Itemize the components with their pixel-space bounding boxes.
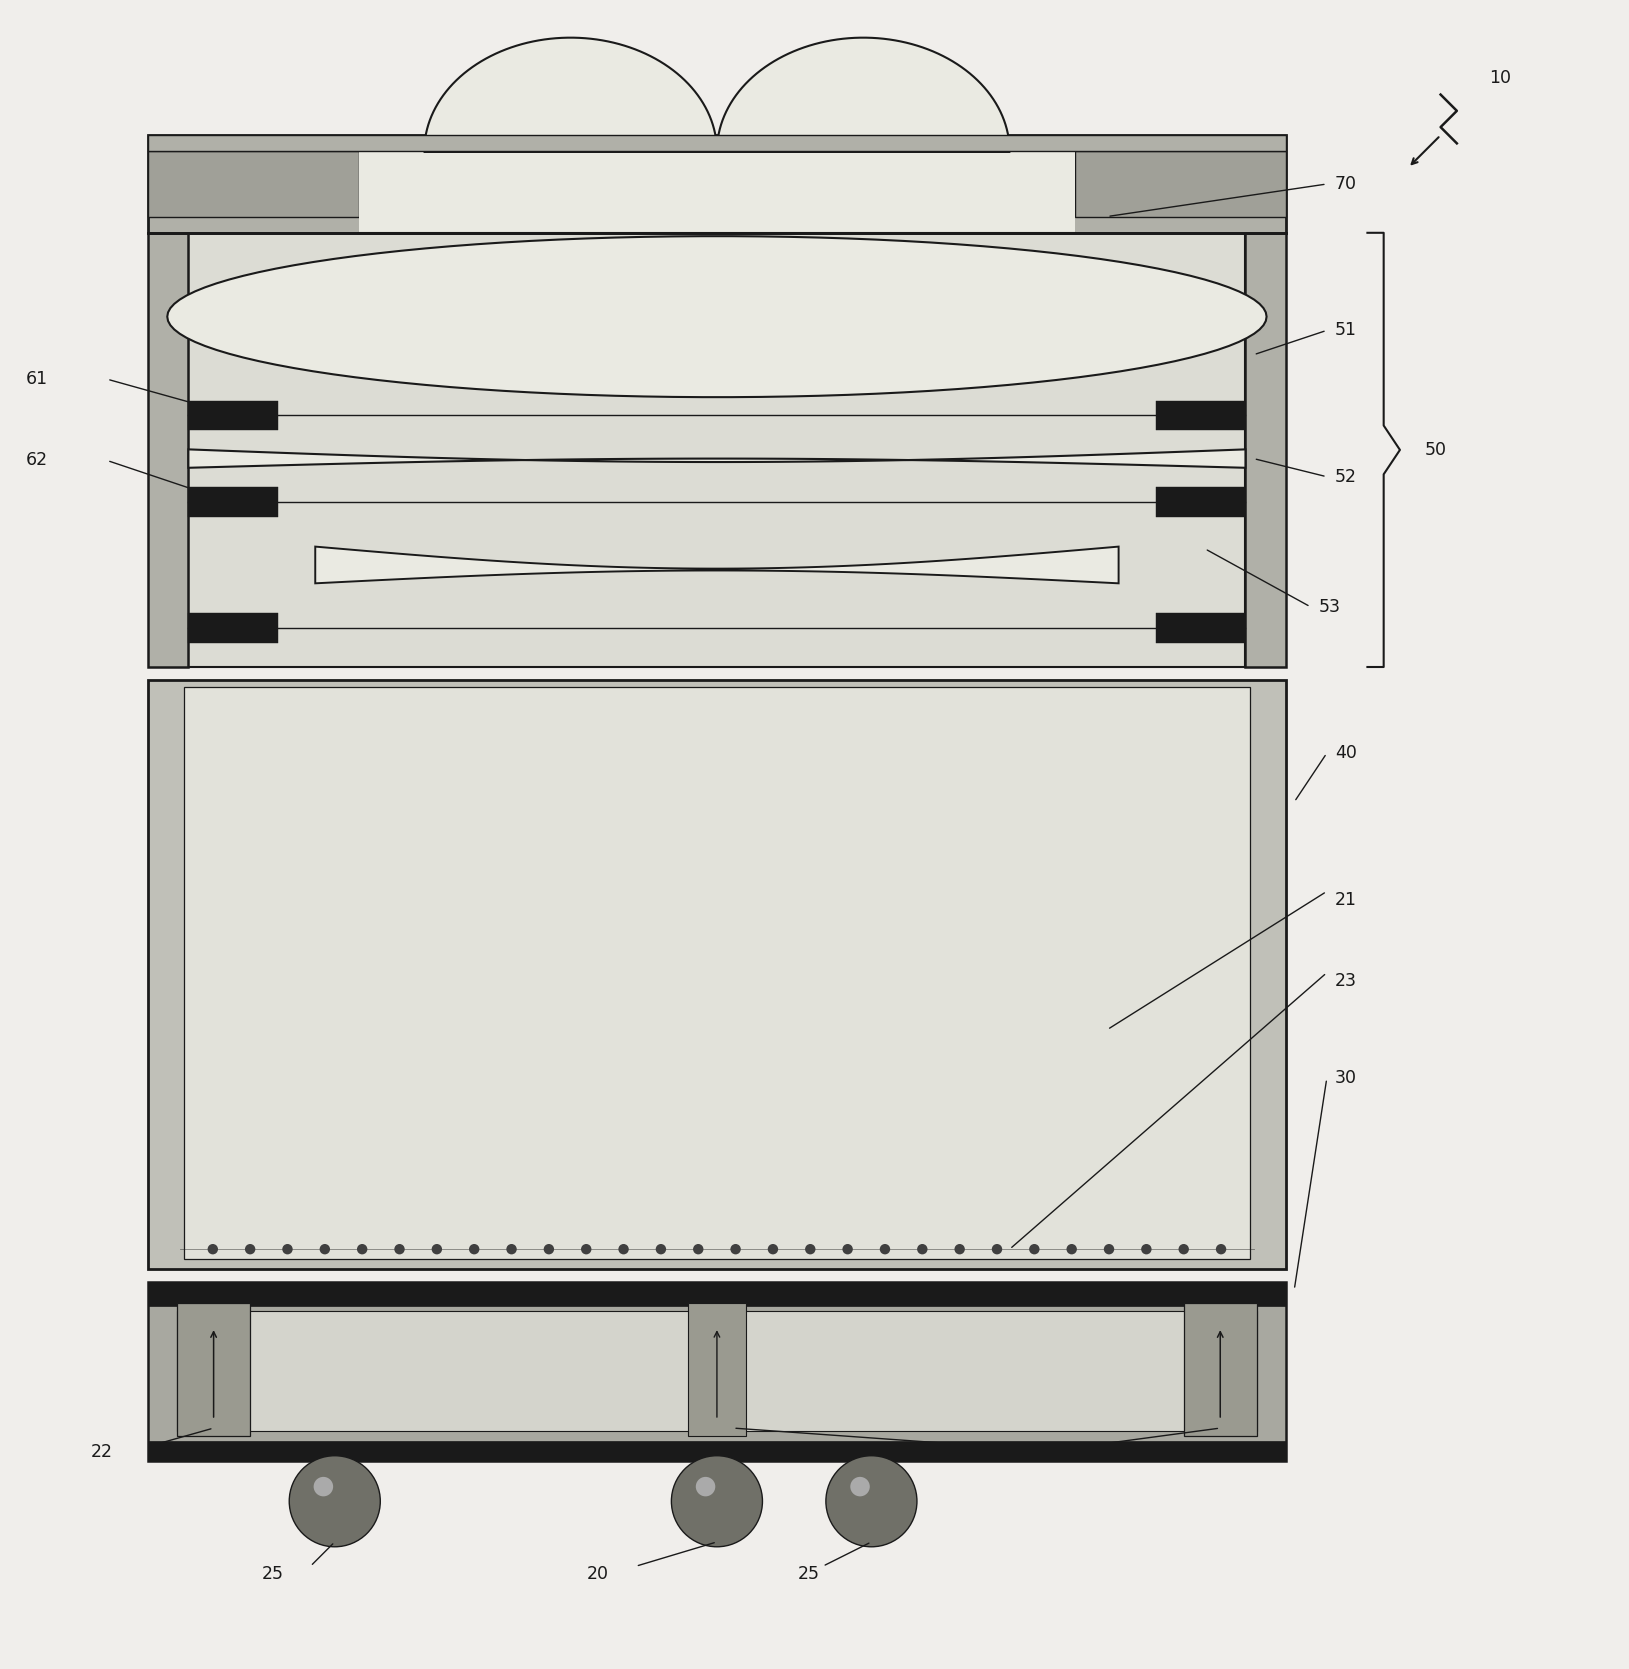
Bar	[1075, 152, 1287, 217]
Text: 23: 23	[1334, 971, 1357, 990]
Circle shape	[357, 1243, 368, 1255]
Circle shape	[656, 1243, 666, 1255]
Bar	[189, 401, 279, 431]
Bar	[148, 135, 1287, 152]
Bar	[148, 1440, 1287, 1460]
Circle shape	[692, 1243, 704, 1255]
Text: 22: 22	[1059, 1444, 1080, 1462]
Polygon shape	[316, 547, 1119, 584]
Bar	[687, 1303, 746, 1437]
Circle shape	[992, 1243, 1002, 1255]
Polygon shape	[424, 38, 717, 152]
Text: 24: 24	[929, 1444, 950, 1462]
Circle shape	[314, 1477, 334, 1497]
Circle shape	[805, 1243, 816, 1255]
Bar	[148, 232, 189, 668]
Bar	[1184, 1303, 1258, 1437]
Circle shape	[282, 1243, 293, 1255]
Text: 20: 20	[586, 1566, 609, 1584]
Circle shape	[319, 1243, 331, 1255]
Circle shape	[671, 1455, 762, 1547]
Circle shape	[544, 1243, 554, 1255]
Circle shape	[826, 1455, 917, 1547]
Circle shape	[955, 1243, 964, 1255]
Circle shape	[850, 1477, 870, 1497]
Bar	[184, 686, 1251, 1258]
Bar	[1246, 232, 1287, 668]
Bar	[148, 679, 1287, 1268]
Text: 50: 50	[1424, 441, 1447, 459]
Text: 52: 52	[1334, 467, 1357, 486]
Circle shape	[1030, 1243, 1039, 1255]
Circle shape	[1215, 1243, 1227, 1255]
Bar	[148, 135, 1287, 232]
Bar	[189, 487, 279, 517]
Bar	[148, 1282, 1287, 1460]
Bar	[189, 613, 279, 643]
Circle shape	[432, 1243, 441, 1255]
Circle shape	[1104, 1243, 1114, 1255]
Text: 53: 53	[1318, 598, 1341, 616]
Bar	[178, 1303, 251, 1437]
Polygon shape	[189, 449, 1246, 467]
Circle shape	[1142, 1243, 1152, 1255]
Text: 40: 40	[1334, 744, 1357, 763]
Circle shape	[290, 1455, 380, 1547]
Circle shape	[917, 1243, 927, 1255]
Circle shape	[582, 1243, 591, 1255]
Circle shape	[1067, 1243, 1077, 1255]
Circle shape	[507, 1243, 516, 1255]
Text: 25: 25	[262, 1566, 283, 1584]
Polygon shape	[168, 237, 1267, 397]
Bar	[148, 1282, 1287, 1307]
Circle shape	[1178, 1243, 1189, 1255]
Bar	[189, 232, 1246, 668]
Circle shape	[207, 1243, 218, 1255]
Text: 51: 51	[1334, 322, 1357, 339]
Text: 22: 22	[91, 1444, 112, 1462]
Bar	[178, 1310, 1258, 1432]
Text: 10: 10	[1489, 70, 1512, 87]
Text: 61: 61	[26, 371, 47, 389]
Circle shape	[394, 1243, 404, 1255]
Circle shape	[244, 1243, 256, 1255]
Text: 62: 62	[26, 452, 47, 469]
Text: 30: 30	[1334, 1070, 1357, 1088]
Circle shape	[730, 1243, 741, 1255]
Polygon shape	[717, 38, 1010, 152]
Circle shape	[842, 1243, 854, 1255]
Circle shape	[469, 1243, 479, 1255]
Circle shape	[767, 1243, 779, 1255]
Bar	[358, 135, 1075, 232]
Circle shape	[696, 1477, 715, 1497]
Text: 70: 70	[1334, 175, 1357, 194]
Circle shape	[880, 1243, 889, 1255]
Bar	[1157, 487, 1246, 517]
Bar	[148, 152, 358, 217]
Text: 21: 21	[1334, 891, 1357, 908]
Bar	[1157, 401, 1246, 431]
Circle shape	[619, 1243, 629, 1255]
Text: 25: 25	[798, 1566, 821, 1584]
Bar	[1157, 613, 1246, 643]
